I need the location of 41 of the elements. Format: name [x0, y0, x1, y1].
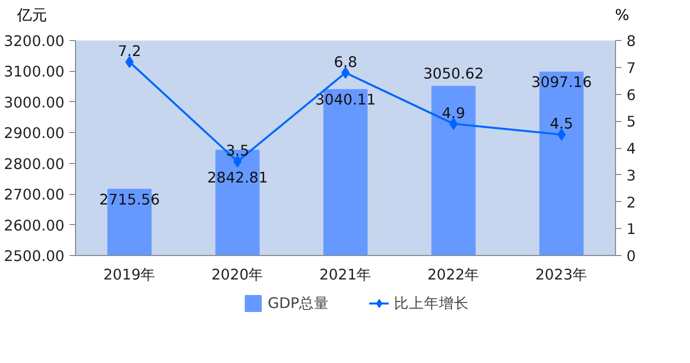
- x-tick-label: 2023年: [535, 266, 588, 284]
- y2-tick-label: 6: [626, 86, 636, 104]
- legend-label: GDP总量: [268, 294, 330, 312]
- y-tick-label: 2900.00: [4, 125, 64, 142]
- y-tick-label: 3200.00: [4, 33, 64, 50]
- y-axis-title: 亿元: [17, 5, 47, 26]
- y-tick-label: 3100.00: [4, 64, 64, 81]
- y-tick-label: 2600.00: [4, 217, 64, 234]
- x-tick-label: 2020年: [211, 266, 264, 284]
- y2-tick-label: 2: [626, 194, 636, 212]
- y-tick-label: 2800.00: [4, 156, 64, 173]
- y-tick-label: 3000.00: [4, 94, 64, 112]
- point: [233, 155, 242, 168]
- data-label: 4.5: [550, 116, 574, 133]
- data-label: 3097.16: [531, 74, 592, 92]
- x-tick-label: 2022年: [427, 266, 480, 284]
- x-tick-label: 2021年: [319, 266, 372, 284]
- data-label: 2842.81: [207, 169, 268, 186]
- legend-label: 比上年增长: [394, 294, 470, 312]
- y2-tick-label: 0: [626, 248, 636, 265]
- y2-tick-label: 1: [626, 221, 636, 238]
- x-tick-label: 2019年: [103, 266, 156, 284]
- data-label: 6.8: [334, 54, 358, 71]
- y2-tick-label: 5: [626, 114, 636, 131]
- data-label: 3.5: [226, 142, 250, 160]
- y2-tick-label: 4: [626, 140, 636, 158]
- y2-tick-label: 7: [626, 60, 636, 77]
- y2-tick-label: 3: [626, 167, 636, 184]
- point: [557, 128, 566, 141]
- data-label: 2715.56: [99, 191, 160, 208]
- point: [125, 56, 134, 68]
- point: [449, 118, 458, 130]
- y-tick-label: 2700.00: [4, 186, 64, 204]
- data-label: 7.2: [118, 43, 142, 60]
- point: [341, 66, 350, 79]
- y-tick-label: 2500.00: [4, 248, 64, 265]
- data-label: 3050.62: [423, 65, 484, 82]
- y2-tick-label: 8: [626, 33, 636, 50]
- data-label: 4.9: [442, 104, 466, 122]
- data-label: 3040.11: [315, 92, 376, 109]
- y2-axis-title: %: [615, 5, 630, 26]
